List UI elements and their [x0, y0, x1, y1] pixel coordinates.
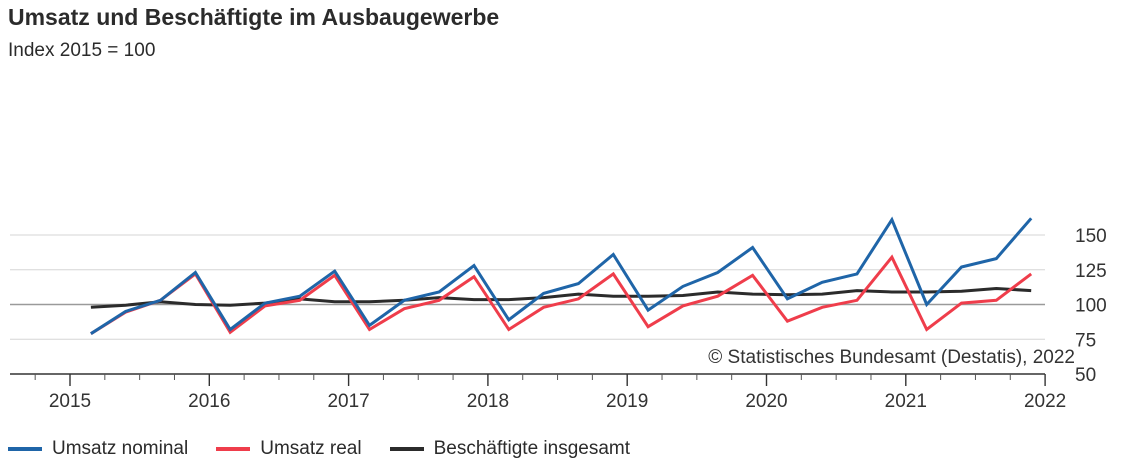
legend-label-nominal: Umsatz nominal: [52, 438, 189, 459]
legend-label-real: Umsatz real: [260, 438, 362, 459]
x-tick-label-2020: 2020: [745, 391, 787, 412]
legend-swatch-nominal: [8, 447, 42, 451]
series-line-beschäftigte-insgesamt: [90, 286, 1032, 309]
x-tick-label-2018: 2018: [467, 391, 509, 412]
x-tick-label-2016: 2016: [188, 391, 230, 412]
x-tick-label-2015: 2015: [49, 391, 91, 412]
line-chart: 50 75 100 125 150 2015 2016 2017 2018 2019 2020 202…: [10, 216, 1107, 412]
chart-subtitle: Index 2015 = 100: [8, 40, 156, 61]
y-tick-label-125: 125: [1075, 261, 1107, 282]
copyright-label: © Statistisches Bundesamt (Destatis), 20…: [708, 347, 1075, 368]
chart-title: Umsatz und Beschäftigte im Ausbaugewerbe: [8, 4, 500, 30]
y-tick-label-50: 50: [1075, 365, 1096, 386]
legend-swatch-real: [216, 447, 251, 451]
legend-item-nominal: Umsatz nominal: [8, 438, 188, 460]
x-tick-label-2019: 2019: [606, 391, 648, 412]
x-tick-label-2022: 2022: [1024, 391, 1066, 412]
x-tick-label-2017: 2017: [327, 391, 369, 412]
legend-label-employees: Beschäftigte insgesamt: [433, 438, 631, 459]
legend-swatch-employees: [389, 447, 424, 451]
y-tick-label-150: 150: [1075, 226, 1107, 247]
y-tick-label-75: 75: [1075, 330, 1096, 351]
legend-item-employees: Beschäftigte insgesamt: [389, 438, 631, 460]
y-tick-label-100: 100: [1075, 296, 1107, 317]
legend-item-real: Umsatz real: [216, 438, 362, 460]
series-line-umsatz-real: [90, 254, 1033, 335]
chart-legend: Umsatz nominal Umsatz real Beschäftigte …: [8, 438, 658, 460]
series-line-umsatz-nominal: [90, 216, 1033, 335]
x-tick-label-2021: 2021: [885, 391, 927, 412]
